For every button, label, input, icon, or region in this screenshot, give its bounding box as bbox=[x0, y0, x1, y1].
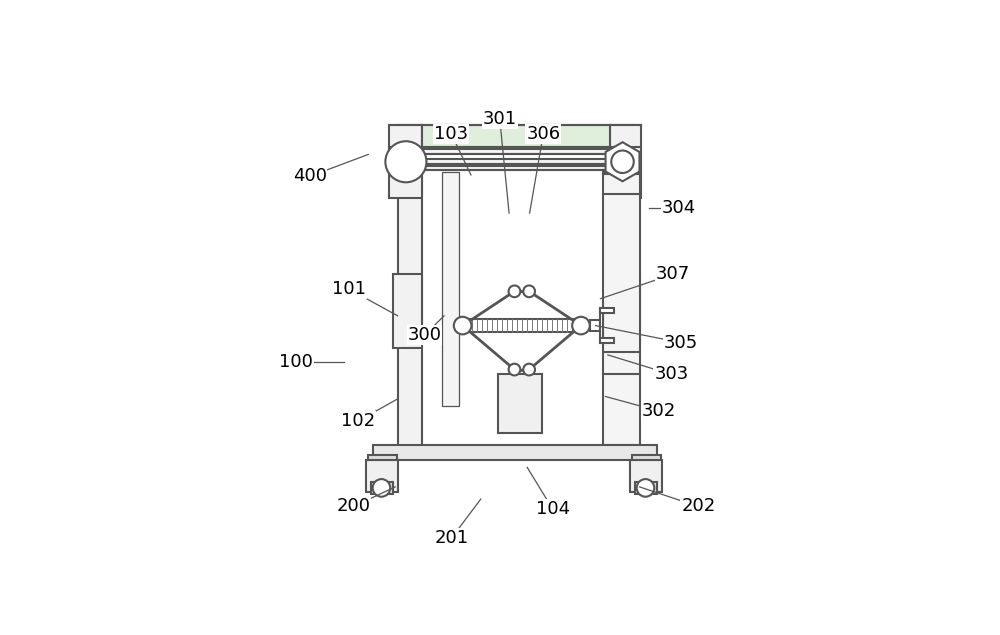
Circle shape bbox=[572, 317, 590, 335]
Text: 303: 303 bbox=[654, 366, 689, 384]
Bar bbox=[498, 375, 542, 433]
Bar bbox=[610, 125, 635, 448]
Text: 301: 301 bbox=[483, 110, 517, 128]
Bar bbox=[393, 274, 422, 347]
Bar bbox=[632, 455, 661, 460]
Bar bbox=[463, 319, 581, 331]
Circle shape bbox=[454, 317, 471, 335]
Bar bbox=[442, 171, 459, 406]
Text: 100: 100 bbox=[279, 353, 313, 371]
Bar bbox=[371, 482, 393, 494]
Text: 102: 102 bbox=[341, 412, 376, 430]
Circle shape bbox=[373, 479, 390, 497]
Bar bbox=[422, 159, 610, 164]
Bar bbox=[368, 455, 397, 460]
Circle shape bbox=[385, 141, 426, 182]
Bar bbox=[389, 125, 422, 198]
Text: 400: 400 bbox=[293, 168, 327, 185]
Text: 304: 304 bbox=[662, 199, 696, 217]
Text: 104: 104 bbox=[536, 500, 570, 518]
Circle shape bbox=[637, 479, 654, 497]
Bar bbox=[422, 166, 610, 170]
Bar bbox=[422, 125, 610, 147]
Circle shape bbox=[523, 286, 535, 297]
Bar bbox=[590, 319, 600, 331]
Bar bbox=[600, 309, 614, 313]
Text: 200: 200 bbox=[337, 497, 371, 516]
Bar bbox=[635, 482, 657, 494]
Text: 101: 101 bbox=[332, 280, 366, 298]
Bar bbox=[373, 445, 657, 460]
Bar bbox=[398, 125, 422, 448]
Text: 306: 306 bbox=[526, 125, 560, 143]
Text: 302: 302 bbox=[642, 402, 676, 420]
Bar bbox=[610, 274, 640, 347]
Text: 201: 201 bbox=[434, 529, 468, 547]
Bar bbox=[422, 149, 610, 154]
Polygon shape bbox=[606, 142, 639, 182]
Bar bbox=[600, 309, 603, 343]
Circle shape bbox=[509, 364, 520, 375]
Text: 307: 307 bbox=[656, 265, 690, 283]
Bar bbox=[600, 338, 614, 343]
Bar bbox=[610, 125, 641, 198]
Circle shape bbox=[523, 364, 535, 375]
Bar bbox=[630, 460, 662, 491]
Text: 305: 305 bbox=[664, 333, 698, 352]
Text: 300: 300 bbox=[407, 326, 441, 344]
Text: 103: 103 bbox=[434, 125, 468, 143]
Bar bbox=[366, 460, 398, 491]
Circle shape bbox=[509, 286, 520, 297]
Bar bbox=[603, 171, 640, 445]
Text: 202: 202 bbox=[681, 497, 715, 516]
